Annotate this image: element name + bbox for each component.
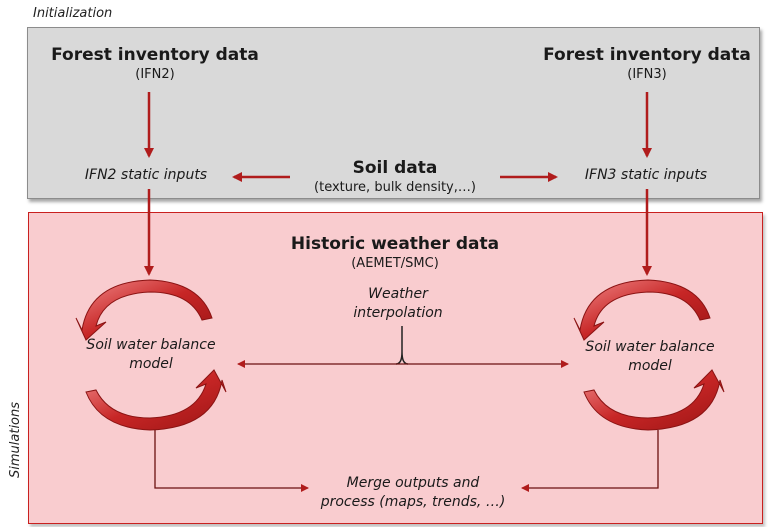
arrow-left-model-to-merge: [154, 430, 309, 492]
left-model-label-line1: Soil water balance: [86, 337, 216, 353]
forest-inventory-ifn2-title: Forest inventory data: [51, 45, 259, 65]
forest-inventory-ifn3-source: (IFN3): [627, 67, 667, 82]
right-cycle-icon: [573, 279, 725, 431]
forest-inventory-ifn2-source: (IFN2): [135, 67, 175, 82]
soil-data-title: Soil data: [352, 158, 438, 178]
arrow-right-model-to-merge: [521, 430, 659, 492]
weather-interpolation-line2: interpolation: [353, 305, 443, 321]
simulations-panel: [28, 212, 763, 524]
merge-outputs-line2: process (maps, trends, …): [320, 494, 506, 510]
initialization-label: Initialization: [33, 6, 113, 21]
historic-weather-source: (AEMET/SMC): [351, 256, 439, 271]
ifn2-static-inputs: IFN2 static inputs: [84, 167, 208, 183]
weather-brace: [395, 326, 409, 365]
forest-inventory-ifn3-title: Forest inventory data: [543, 45, 751, 65]
right-model-label-line1: Soil water balance: [585, 339, 715, 355]
left-model-label-line2: model: [129, 356, 173, 372]
historic-weather-title: Historic weather data: [290, 234, 500, 254]
soil-data-detail: (texture, bulk density,…): [314, 180, 476, 195]
weather-interpolation-line1: Weather: [368, 286, 428, 302]
left-cycle-icon: [75, 279, 227, 431]
right-model-label-line2: model: [628, 358, 672, 374]
merge-outputs-line1: Merge outputs and: [346, 475, 480, 491]
ifn3-static-inputs: IFN3 static inputs: [584, 167, 708, 183]
